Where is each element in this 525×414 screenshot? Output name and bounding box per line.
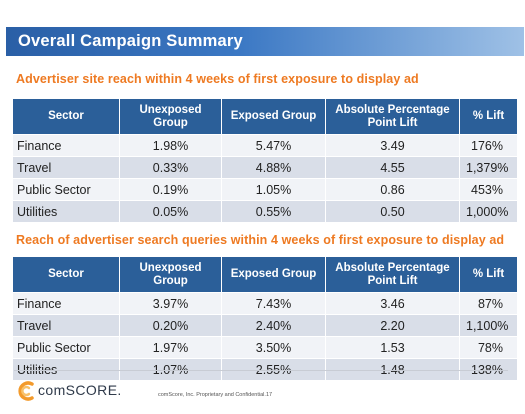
col-header-exposed: Exposed Group — [221, 98, 326, 135]
cell-unexposed: 1.07% — [119, 358, 222, 381]
col-header-unexposed: Unexposed Group — [119, 256, 222, 293]
logo-wordmark: comSCORE. — [38, 382, 122, 398]
cell-percent-lift: 176% — [459, 134, 518, 157]
page-title: Overall Campaign Summary — [18, 32, 243, 50]
comscore-logo: comSCORE. — [16, 380, 126, 404]
cell-unexposed: 0.05% — [119, 200, 222, 223]
cell-absolute-lift: 0.50 — [325, 200, 460, 223]
table1-heading: Advertiser site reach within 4 weeks of … — [16, 72, 419, 86]
cell-sector: Finance — [12, 292, 120, 315]
cell-exposed: 2.40% — [221, 314, 326, 337]
col-header-percent-lift: % Lift — [459, 98, 518, 135]
cell-unexposed: 0.20% — [119, 314, 222, 337]
cell-absolute-lift: 2.20 — [325, 314, 460, 337]
cell-absolute-lift: 3.49 — [325, 134, 460, 157]
title-bar: Overall Campaign Summary — [6, 27, 524, 56]
cell-sector: Travel — [12, 314, 120, 337]
cell-absolute-lift: 0.86 — [325, 178, 460, 201]
cell-percent-lift: 138% — [459, 358, 518, 381]
page-number: 17 — [266, 392, 273, 398]
table-row: Finance 3.97% 7.43% 3.46 87% — [12, 292, 518, 315]
cell-sector: Public Sector — [12, 178, 120, 201]
cell-unexposed: 3.97% — [119, 292, 222, 315]
table-row: Public Sector 0.19% 1.05% 0.86 453% — [12, 178, 518, 201]
cell-unexposed: 0.33% — [119, 156, 222, 179]
cell-percent-lift: 1,000% — [459, 200, 518, 223]
cell-absolute-lift: 1.53 — [325, 336, 460, 359]
table-header-row: Sector Unexposed Group Exposed Group Abs… — [12, 256, 518, 293]
cell-absolute-lift: 3.46 — [325, 292, 460, 315]
cell-exposed: 7.43% — [221, 292, 326, 315]
col-header-percent-lift: % Lift — [459, 256, 518, 293]
cell-exposed: 4.88% — [221, 156, 326, 179]
confidential-note: comScore, Inc. Proprietary and Confident… — [158, 392, 266, 398]
cell-absolute-lift: 4.55 — [325, 156, 460, 179]
table-row: Public Sector 1.97% 3.50% 1.53 78% — [12, 336, 518, 359]
table-row: Travel 0.33% 4.88% 4.55 1,379% — [12, 156, 518, 179]
cell-exposed: 2.55% — [221, 358, 326, 381]
cell-sector: Travel — [12, 156, 120, 179]
cell-percent-lift: 1,100% — [459, 314, 518, 337]
cell-absolute-lift: 1.48 — [325, 358, 460, 381]
cell-percent-lift: 78% — [459, 336, 518, 359]
cell-unexposed: 1.98% — [119, 134, 222, 157]
cell-unexposed: 0.19% — [119, 178, 222, 201]
table-row: Finance 1.98% 5.47% 3.49 176% — [12, 134, 518, 157]
cell-unexposed: 1.97% — [119, 336, 222, 359]
cell-sector: Utilities — [12, 358, 120, 381]
col-header-exposed: Exposed Group — [221, 256, 326, 293]
cell-exposed: 5.47% — [221, 134, 326, 157]
cell-exposed: 3.50% — [221, 336, 326, 359]
col-header-absolute-lift: Absolute Percentage Point Lift — [325, 256, 460, 293]
table-row: Travel 0.20% 2.40% 2.20 1,100% — [12, 314, 518, 337]
cell-percent-lift: 1,379% — [459, 156, 518, 179]
cell-exposed: 0.55% — [221, 200, 326, 223]
cell-sector: Utilities — [12, 200, 120, 223]
cell-exposed: 1.05% — [221, 178, 326, 201]
col-header-sector: Sector — [12, 256, 120, 293]
cell-sector: Finance — [12, 134, 120, 157]
footer-divider — [14, 370, 508, 371]
cell-percent-lift: 453% — [459, 178, 518, 201]
table-row: Utilities 0.05% 0.55% 0.50 1,000% — [12, 200, 518, 223]
search-reach-table: Sector Unexposed Group Exposed Group Abs… — [12, 256, 518, 381]
table-header-row: Sector Unexposed Group Exposed Group Abs… — [12, 98, 518, 135]
site-reach-table: Sector Unexposed Group Exposed Group Abs… — [12, 98, 518, 223]
col-header-sector: Sector — [12, 98, 120, 135]
col-header-unexposed: Unexposed Group — [119, 98, 222, 135]
table-row: Utilities 1.07% 2.55% 1.48 138% — [12, 358, 518, 381]
cell-percent-lift: 87% — [459, 292, 518, 315]
col-header-absolute-lift: Absolute Percentage Point Lift — [325, 98, 460, 135]
comscore-logo-icon — [18, 381, 34, 401]
cell-sector: Public Sector — [12, 336, 120, 359]
table2-heading: Reach of advertiser search queries withi… — [16, 233, 505, 247]
